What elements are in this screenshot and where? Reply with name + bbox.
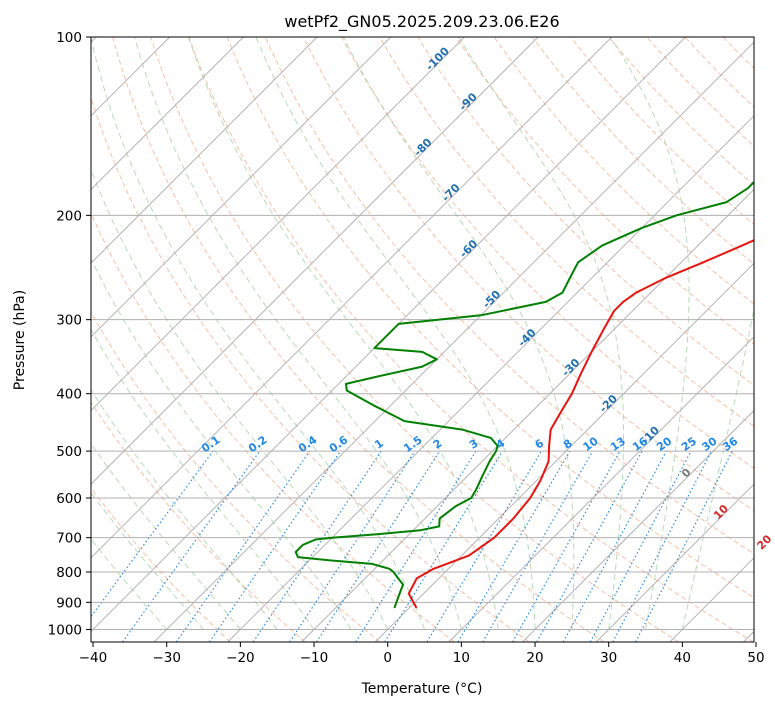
mixing-ratio-line <box>175 450 311 642</box>
isotherm-line <box>91 37 465 412</box>
dry-adiabat <box>91 401 306 642</box>
mixing-ratio-line <box>316 450 441 642</box>
y-axis-label: Pressure (hPa) <box>12 290 28 390</box>
moist-adiabat <box>187 37 499 630</box>
y-tick-label: 500 <box>56 444 82 460</box>
chart-title: wetPf2_GN05.2025.209.23.06.E26 <box>284 12 559 32</box>
moist-adiabat <box>91 168 389 630</box>
plot-frame <box>90 36 755 643</box>
mixing-ratio-line <box>457 450 571 642</box>
moist-adiabat <box>610 37 690 630</box>
x-tick-label: 0 <box>383 650 392 666</box>
x-tick-label: −10 <box>300 650 329 666</box>
moist-adiabat <box>255 37 536 630</box>
dry-adiabat <box>91 96 530 642</box>
dry-adiabat <box>302 37 754 512</box>
mixing-ratio-line <box>482 450 594 642</box>
dry-adiabat <box>493 37 754 305</box>
isotherm-line <box>374 262 754 642</box>
y-tick-label: 200 <box>56 208 82 224</box>
dry-adiabat <box>417 37 754 386</box>
moist-adiabat <box>134 37 462 630</box>
mixing-ratio-line <box>562 450 667 642</box>
profile-series <box>294 180 754 609</box>
dry-adiabat <box>112 37 605 642</box>
thermo-background <box>91 37 754 642</box>
y-tick-label: 400 <box>56 387 82 403</box>
isotherm-line <box>91 37 244 191</box>
isotherm-line <box>91 37 613 559</box>
moist-adiabat <box>91 389 278 630</box>
isotherm-line <box>227 115 754 642</box>
moist-adiabat <box>458 37 624 630</box>
dry-adiabat <box>91 211 455 642</box>
isotherm-line <box>153 41 754 642</box>
mixing-ratio-line <box>208 450 342 642</box>
y-tick-label: 800 <box>56 565 82 581</box>
profile-lines <box>294 180 754 609</box>
moist-adiabat <box>91 538 168 630</box>
isotherm-line <box>595 483 754 642</box>
moist-adiabat <box>91 257 352 630</box>
x-tick-label: −20 <box>226 650 255 666</box>
mixing-ratio-line <box>536 450 643 642</box>
mixing-ratio-line <box>384 450 504 642</box>
y-axis: 100 200 300 400 500 600 700 800 900 1000 <box>48 30 91 638</box>
moist-adiabat <box>342 37 575 630</box>
x-tick-label: −30 <box>152 650 181 666</box>
y-tick-label: 900 <box>56 595 82 611</box>
x-tick-label: 50 <box>747 650 764 666</box>
y-tick-label: 1000 <box>48 622 82 638</box>
y-tick-label: 700 <box>56 531 82 547</box>
mixing-ratio-line <box>426 450 542 642</box>
y-tick-label: 300 <box>56 313 82 329</box>
moist-adiabat <box>91 492 204 630</box>
moist-adiabat <box>681 306 754 630</box>
moist-adiabat <box>91 442 241 630</box>
mixing-ratio-line <box>355 450 477 642</box>
x-axis: −40 −30 −20 −10 0 10 20 30 40 50 <box>79 642 765 666</box>
y-tick-label: 600 <box>56 491 82 507</box>
mixing-ratio-line <box>512 450 621 642</box>
isotherm-line <box>522 409 754 642</box>
moist-adiabat <box>91 328 315 630</box>
dry-adiabat <box>188 37 754 642</box>
isotherm-line <box>301 188 754 642</box>
profile-series <box>407 239 754 609</box>
isotherm-line <box>91 37 539 485</box>
x-tick-label: 20 <box>526 650 543 666</box>
dry-adiabat <box>91 487 231 642</box>
isotherm-line <box>91 37 392 338</box>
x-tick-label: 30 <box>600 650 617 666</box>
moist-adiabat <box>91 37 425 630</box>
x-tick-label: 40 <box>674 650 691 666</box>
dry-adiabat <box>150 37 679 642</box>
dry-adiabat <box>91 310 381 642</box>
x-tick-label: 10 <box>453 650 470 666</box>
x-tick-label: −40 <box>79 650 108 666</box>
isotherm-line <box>91 37 318 264</box>
x-axis-label: Temperature (°C) <box>361 681 483 697</box>
isotherm-line <box>448 336 754 642</box>
y-tick-label: 100 <box>56 30 82 46</box>
